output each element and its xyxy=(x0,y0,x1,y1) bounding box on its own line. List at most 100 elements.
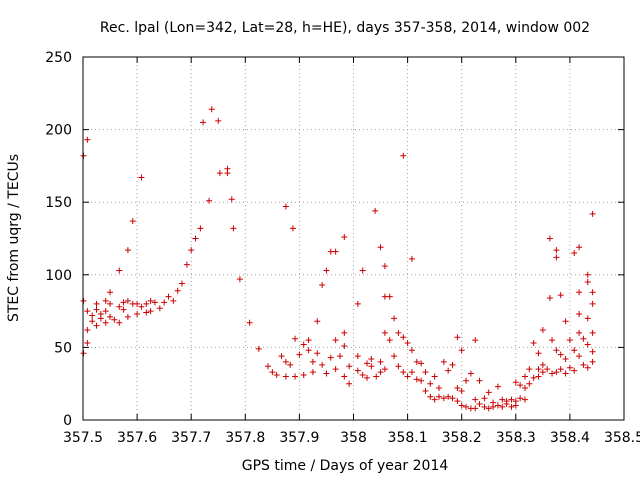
data-point xyxy=(372,207,379,214)
data-point xyxy=(576,289,583,296)
data-point xyxy=(124,297,131,304)
data-point xyxy=(400,369,407,376)
data-point xyxy=(80,152,87,159)
data-point xyxy=(571,347,578,354)
data-point xyxy=(332,366,339,373)
data-point xyxy=(377,358,384,365)
data-point xyxy=(354,353,361,360)
data-point xyxy=(116,303,123,310)
data-point xyxy=(445,367,452,374)
data-point xyxy=(431,373,438,380)
data-point xyxy=(386,337,393,344)
data-point xyxy=(102,319,109,326)
data-point xyxy=(341,234,348,241)
data-point xyxy=(499,396,506,403)
data-point xyxy=(230,225,237,232)
data-point xyxy=(512,379,519,386)
data-point xyxy=(84,136,91,143)
data-point xyxy=(553,347,560,354)
data-point xyxy=(93,300,100,307)
data-point xyxy=(282,373,289,380)
data-point xyxy=(400,334,407,341)
x-tick-label: 358 xyxy=(340,430,367,446)
data-point xyxy=(314,350,321,357)
data-point xyxy=(255,345,262,352)
data-point xyxy=(354,300,361,307)
data-point xyxy=(138,174,145,181)
data-point xyxy=(282,358,289,365)
data-point xyxy=(494,383,501,390)
data-point xyxy=(228,196,235,203)
data-point xyxy=(216,170,223,177)
data-point xyxy=(377,369,384,376)
data-point xyxy=(391,315,398,322)
data-point xyxy=(427,380,434,387)
data-point xyxy=(566,364,573,371)
axis-ticks: 357.5 357.6 357.7 357.8 357.9 358 358.1 358.2 35… xyxy=(45,50,640,446)
data-point xyxy=(576,353,583,360)
data-point xyxy=(580,335,587,342)
data-point xyxy=(386,293,393,300)
data-point xyxy=(93,322,100,329)
y-axis-title: STEC from uqrg / TECUs xyxy=(6,154,22,322)
data-point xyxy=(84,308,91,315)
data-point xyxy=(289,225,296,232)
data-point xyxy=(319,281,326,288)
data-point xyxy=(332,248,339,255)
data-point xyxy=(549,370,556,377)
data-point xyxy=(404,373,411,380)
x-tick-label: 358.3 xyxy=(496,430,536,446)
data-point xyxy=(323,267,330,274)
data-point xyxy=(589,358,596,365)
data-point xyxy=(395,329,402,336)
y-tick-label: 250 xyxy=(45,50,72,66)
data-point xyxy=(418,377,425,384)
data-point xyxy=(116,319,123,326)
data-point xyxy=(431,396,438,403)
data-point xyxy=(408,347,415,354)
data-point xyxy=(84,326,91,333)
data-point xyxy=(80,350,87,357)
data-point xyxy=(391,353,398,360)
data-point xyxy=(499,403,506,410)
data-point xyxy=(151,299,158,306)
y-tick-label: 150 xyxy=(45,195,72,211)
data-point xyxy=(526,366,533,373)
data-point xyxy=(364,360,371,367)
data-point xyxy=(539,361,546,368)
data-point xyxy=(539,326,546,333)
x-tick-label: 357.6 xyxy=(117,430,157,446)
data-point xyxy=(161,299,168,306)
data-point xyxy=(463,377,470,384)
data-point xyxy=(346,363,353,370)
data-point xyxy=(467,370,474,377)
data-point xyxy=(535,373,542,380)
data-point xyxy=(440,358,447,365)
x-tick-label: 358.4 xyxy=(550,430,590,446)
data-point xyxy=(292,373,299,380)
data-point xyxy=(408,369,415,376)
data-point xyxy=(481,395,488,402)
data-point xyxy=(413,358,420,365)
data-point xyxy=(553,369,560,376)
data-point xyxy=(546,235,553,242)
data-point xyxy=(89,312,96,319)
x-axis-title: GPS time / Days of year 2014 xyxy=(242,458,449,474)
data-point xyxy=(562,370,569,377)
data-point xyxy=(472,396,479,403)
data-point xyxy=(571,367,578,374)
data-point xyxy=(576,329,583,336)
data-point xyxy=(481,403,488,410)
data-point xyxy=(472,337,479,344)
x-tick-label: 358.5 xyxy=(604,430,640,446)
data-point xyxy=(377,244,384,251)
data-point xyxy=(435,393,442,400)
data-point xyxy=(571,250,578,257)
data-point xyxy=(341,373,348,380)
data-point xyxy=(359,371,366,378)
data-point xyxy=(476,377,483,384)
data-point xyxy=(521,373,528,380)
data-point xyxy=(584,315,591,322)
data-point xyxy=(427,393,434,400)
data-point xyxy=(134,311,141,318)
